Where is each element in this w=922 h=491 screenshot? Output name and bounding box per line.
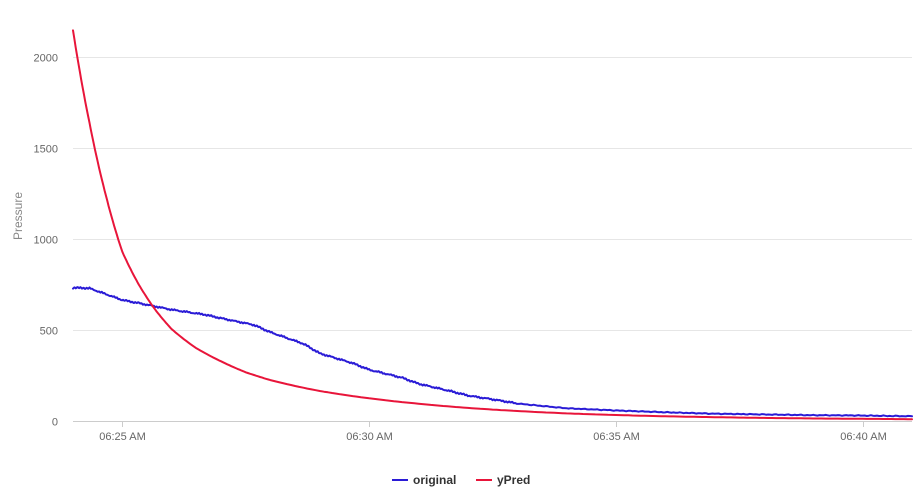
legend-item-original[interactable]: original <box>392 473 456 487</box>
y-tick-label: 2000 <box>34 53 58 65</box>
y-tick-label: 500 <box>40 326 58 338</box>
y-tick-label: 0 <box>52 417 58 429</box>
series-line-yPred <box>72 29 913 421</box>
gridlines <box>73 57 912 422</box>
legend-item-yPred[interactable]: yPred <box>476 473 530 487</box>
y-axis-title: Pressure <box>11 192 25 240</box>
y-tick-label: 1000 <box>34 235 58 247</box>
x-tick-label: 06:25 AM <box>99 431 145 443</box>
legend-label: yPred <box>497 473 530 487</box>
series-lines <box>72 29 913 421</box>
legend-label: original <box>413 473 456 487</box>
x-tick-label: 06:30 AM <box>346 431 392 443</box>
series-line-original <box>72 286 913 418</box>
x-tick-label: 06:35 AM <box>593 431 639 443</box>
x-axis-ticks: 06:25 AM 06:30 AM 06:35 AM 06:40 AM <box>99 421 887 443</box>
legend[interactable]: original yPred <box>392 473 530 487</box>
y-tick-label: 1500 <box>34 144 58 156</box>
y-axis-ticks: 0 500 1000 1500 2000 <box>34 53 58 429</box>
x-tick-label: 06:40 AM <box>840 431 886 443</box>
